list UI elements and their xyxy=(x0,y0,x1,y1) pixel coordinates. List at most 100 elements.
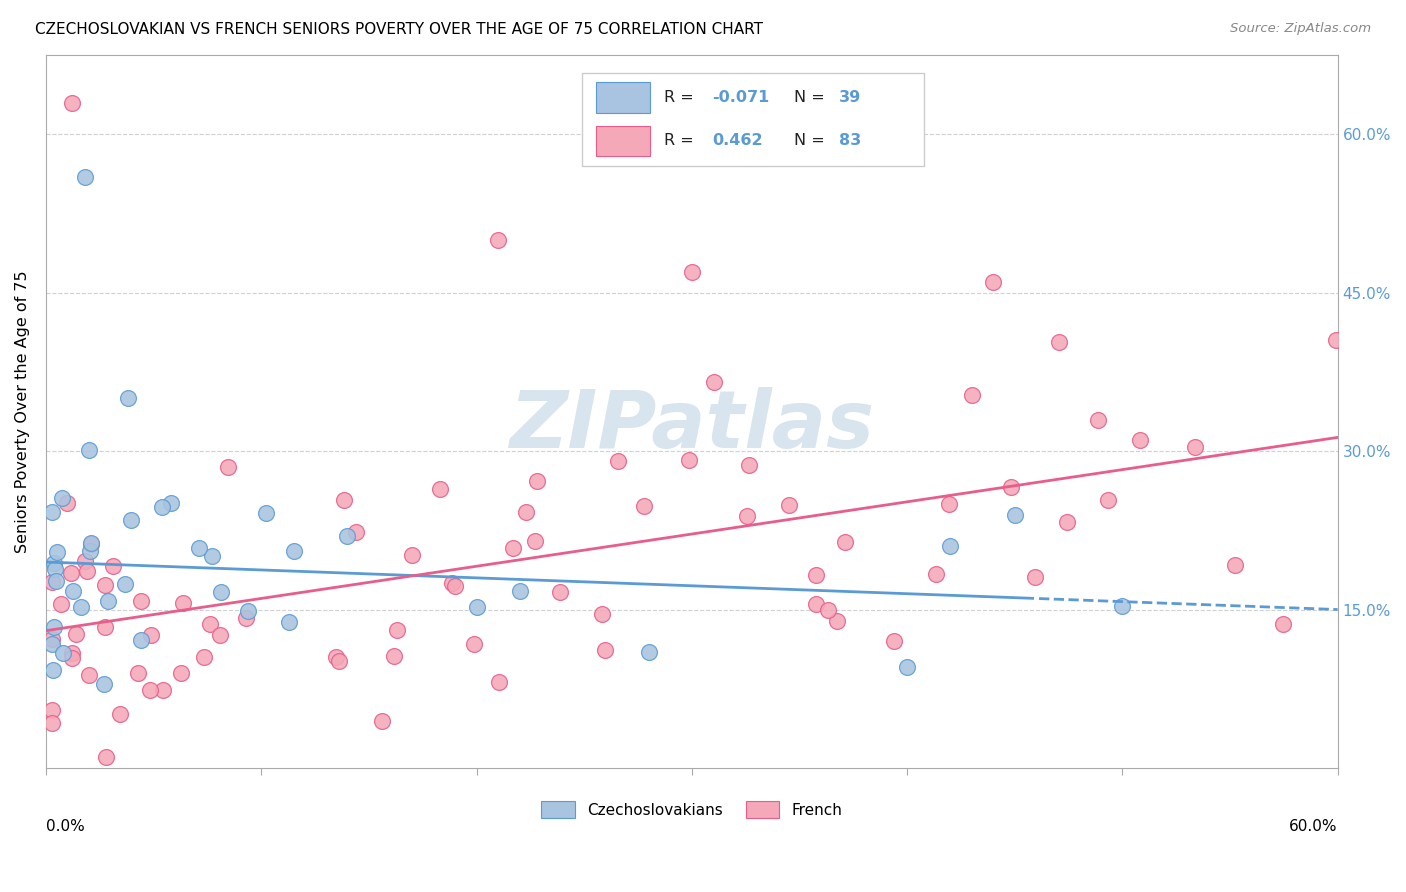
Point xyxy=(607,453,630,467)
Point xyxy=(633,499,655,513)
Point xyxy=(515,505,537,519)
Point xyxy=(1223,558,1246,572)
Point xyxy=(429,482,451,496)
Point xyxy=(681,265,703,279)
Point xyxy=(1129,433,1152,447)
Point xyxy=(703,375,725,389)
Point xyxy=(193,650,215,665)
Point xyxy=(336,528,359,542)
Point xyxy=(41,505,63,519)
Point xyxy=(235,611,257,625)
Point xyxy=(939,539,962,553)
Point xyxy=(44,562,66,576)
Point xyxy=(201,549,224,563)
Point xyxy=(382,648,405,663)
Point xyxy=(524,534,547,549)
Point xyxy=(1184,440,1206,454)
Point xyxy=(1056,515,1078,529)
Text: 60.0%: 60.0% xyxy=(1289,819,1337,834)
Point xyxy=(198,617,221,632)
Point xyxy=(278,615,301,630)
Point xyxy=(1097,492,1119,507)
Point xyxy=(55,496,77,510)
Point xyxy=(778,498,800,512)
Point xyxy=(465,600,488,615)
Y-axis label: Seniors Poverty Over the Age of 75: Seniors Poverty Over the Age of 75 xyxy=(15,270,30,553)
Point xyxy=(41,632,63,646)
Point xyxy=(46,545,69,559)
Point xyxy=(1004,508,1026,522)
Point xyxy=(52,646,75,660)
Point xyxy=(101,559,124,574)
Point xyxy=(42,556,65,570)
Point xyxy=(80,536,103,550)
Point xyxy=(209,628,232,642)
Point xyxy=(41,574,63,589)
Point xyxy=(172,596,194,610)
Point xyxy=(110,707,132,722)
Point xyxy=(960,388,983,402)
Point xyxy=(79,544,101,558)
Point xyxy=(804,568,827,582)
Point xyxy=(60,651,83,665)
Point xyxy=(678,452,700,467)
Point xyxy=(325,649,347,664)
Point xyxy=(486,233,509,247)
Point xyxy=(1324,333,1347,347)
Point xyxy=(62,646,84,660)
Point xyxy=(509,583,531,598)
Point xyxy=(938,497,960,511)
Point xyxy=(170,666,193,681)
Point xyxy=(385,624,408,638)
Point xyxy=(804,597,827,611)
Point xyxy=(60,95,83,110)
Point xyxy=(488,674,510,689)
Point xyxy=(76,565,98,579)
Point xyxy=(1024,570,1046,584)
Point xyxy=(283,544,305,558)
Point xyxy=(825,614,848,628)
Point xyxy=(254,506,277,520)
Point xyxy=(41,637,63,651)
Point xyxy=(159,496,181,510)
Point xyxy=(440,576,463,591)
Point xyxy=(42,620,65,634)
Point xyxy=(443,579,465,593)
Point xyxy=(138,682,160,697)
Point xyxy=(77,668,100,682)
Point xyxy=(65,626,87,640)
Point xyxy=(1087,413,1109,427)
Point xyxy=(735,508,758,523)
Point xyxy=(129,633,152,648)
Text: Source: ZipAtlas.com: Source: ZipAtlas.com xyxy=(1230,22,1371,36)
Point xyxy=(834,534,856,549)
Point xyxy=(236,604,259,618)
Point xyxy=(1047,335,1070,350)
Point xyxy=(73,554,96,568)
Point xyxy=(401,548,423,562)
Point xyxy=(217,460,239,475)
Point xyxy=(59,566,82,580)
Point xyxy=(139,628,162,642)
Point xyxy=(77,443,100,458)
Point xyxy=(333,493,356,508)
Point xyxy=(45,574,67,588)
Point xyxy=(94,750,117,764)
Point xyxy=(548,585,571,599)
Point xyxy=(49,597,72,611)
Point xyxy=(526,474,548,488)
Point xyxy=(120,513,142,527)
Point xyxy=(593,643,616,657)
Legend: Czechoslovakians, French: Czechoslovakians, French xyxy=(536,795,848,824)
Point xyxy=(1000,480,1022,494)
Point xyxy=(637,645,659,659)
Point xyxy=(152,683,174,698)
Point xyxy=(94,578,117,592)
Point xyxy=(114,577,136,591)
Point xyxy=(80,535,103,549)
Point xyxy=(62,584,84,599)
Point xyxy=(187,541,209,555)
Point xyxy=(93,620,115,634)
Text: 0.0%: 0.0% xyxy=(46,819,84,834)
Point xyxy=(817,603,839,617)
